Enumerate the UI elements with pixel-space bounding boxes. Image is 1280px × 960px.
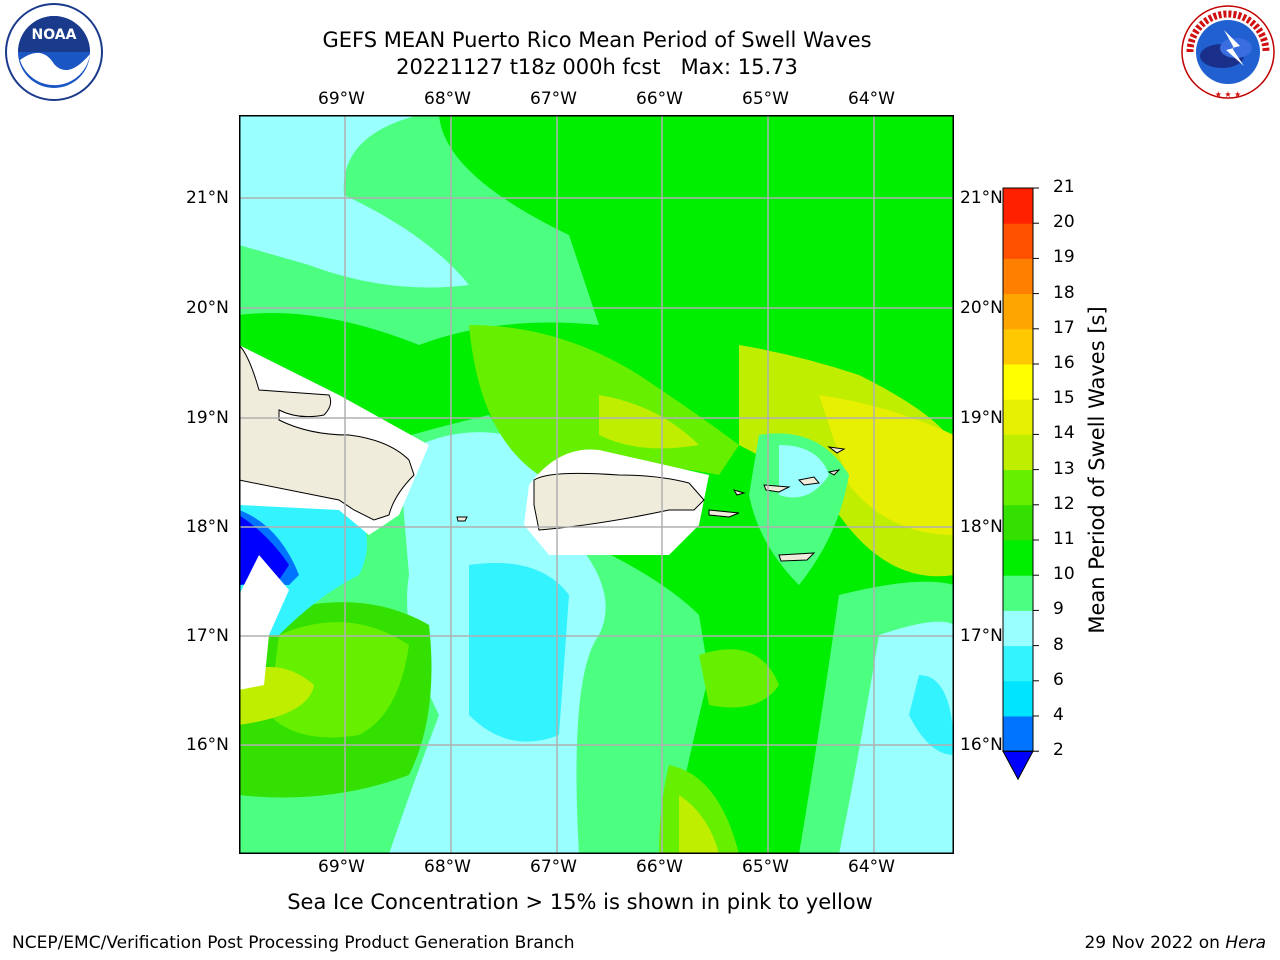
footer-date-text: 29 Nov 2022 on — [1084, 933, 1226, 953]
field-e-cyan — [779, 445, 829, 498]
lat-label-right: 19°N — [960, 408, 1003, 428]
lat-label-right: 17°N — [960, 626, 1003, 646]
land-island-vieques — [708, 509, 740, 518]
land-island-stcroix — [778, 552, 816, 562]
colorbar-band — [1003, 575, 1033, 611]
lat-label-right: 16°N — [960, 735, 1003, 755]
colorbar-tick-label: 18 — [1053, 282, 1075, 303]
lon-label-bottom: 69°W — [318, 857, 365, 877]
colorbar-under-arrow — [1002, 750, 1034, 781]
field-ne-cyan2 — [799, 115, 954, 325]
lat-label-right: 18°N — [960, 517, 1003, 537]
lat-label-left: 19°N — [186, 408, 229, 428]
colorbar-tick-label: 11 — [1053, 529, 1075, 549]
colorbar-band — [1003, 328, 1033, 365]
field-s-lime2 — [699, 649, 779, 708]
field-n-yellowgreen — [599, 395, 699, 449]
mask-southwest — [239, 555, 289, 690]
field-w-deep-blue — [239, 515, 289, 585]
lat-label-right: 21°N — [960, 188, 1003, 208]
colorbar-tick-label: 12 — [1053, 493, 1075, 514]
footer-machine: Hera — [1225, 933, 1266, 953]
map-gridlines — [239, 115, 954, 854]
colorbar-band — [1003, 469, 1033, 506]
field-south-bright-cyan — [469, 563, 569, 742]
swell-period-map — [239, 115, 954, 854]
colorbar-tick-label: 15 — [1053, 388, 1075, 409]
lon-label-top: 68°W — [424, 89, 471, 109]
colorbar-band — [1003, 540, 1033, 576]
land-island-vi2 — [797, 476, 820, 486]
nws-logo: ★ ★ ★ — [1181, 5, 1275, 99]
colorbar-label: Mean Period of Swell Waves [s] — [1085, 306, 1109, 634]
field-sw-lime — [269, 622, 409, 738]
field-nw-cyan — [239, 115, 469, 288]
svg-text:★ ★ ★: ★ ★ ★ — [1215, 90, 1242, 99]
lon-label-top: 65°W — [742, 89, 789, 109]
land-island-bvi — [827, 446, 846, 454]
lon-label-bottom: 66°W — [636, 857, 683, 877]
colorbar-tick-label: 21 — [1053, 177, 1075, 197]
colorbar-band — [1003, 399, 1033, 435]
colorbar-tick-label: 4 — [1053, 705, 1064, 725]
lon-label-top: 64°W — [848, 89, 895, 109]
lon-label-bottom: 68°W — [424, 857, 471, 877]
sea-ice-note: Sea Ice Concentration > 15% is shown in … — [287, 890, 873, 914]
colorbar-tick-label: 6 — [1053, 669, 1064, 690]
land-island-mona — [456, 516, 468, 522]
colorbar-tick-label: 19 — [1053, 247, 1075, 268]
colorbar-tick-label: 9 — [1053, 599, 1064, 620]
colorbar-tick-label: 14 — [1053, 423, 1075, 444]
land-island-anguilla — [827, 469, 841, 476]
colorbar-band — [1003, 258, 1033, 295]
colorbar-band — [1003, 364, 1033, 400]
colorbar-band — [1003, 680, 1033, 717]
colorbar-band — [1003, 645, 1033, 682]
lat-label-left: 20°N — [186, 298, 229, 318]
colorbar-band — [1003, 610, 1033, 647]
lat-label-left: 21°N — [186, 188, 229, 208]
lon-label-bottom: 64°W — [848, 857, 895, 877]
noaa-logo: NOAA — [5, 3, 103, 101]
colorbar — [1002, 187, 1039, 781]
map-title: GEFS MEAN Puerto Rico Mean Period of Swe… — [322, 28, 872, 52]
colorbar-band — [1003, 223, 1033, 259]
field-ne-yellow — [819, 395, 954, 535]
colorbar-tick-label: 17 — [1053, 317, 1075, 338]
colorbar-band — [1003, 716, 1033, 752]
colorbar-tick-label: 20 — [1053, 212, 1075, 233]
colorbar-tick-label: 8 — [1053, 634, 1064, 655]
colorbar-tick-label: 2 — [1053, 740, 1064, 761]
lon-label-top: 69°W — [318, 89, 365, 109]
colorbar-band — [1003, 188, 1033, 224]
field-s-yellow — [679, 795, 719, 854]
land-island-vi1 — [763, 484, 791, 493]
colorbar-band — [1003, 293, 1033, 330]
land-island-culebra — [732, 489, 746, 496]
colorbar-tick-label: 16 — [1053, 353, 1075, 373]
footer-branch: NCEP/EMC/Verification Post Processing Pr… — [12, 933, 575, 953]
footer-date: 29 Nov 2022 on Hera — [1084, 933, 1266, 953]
lat-label-left: 16°N — [186, 735, 229, 755]
land-hispaniola — [239, 344, 415, 521]
field-se-bright-cyan — [909, 675, 954, 755]
colorbar-band — [1003, 504, 1033, 541]
colorbar-band — [1003, 434, 1033, 471]
lat-label-left: 18°N — [186, 517, 229, 537]
lon-label-top: 67°W — [530, 89, 577, 109]
colorbar-tick-label: 10 — [1053, 564, 1075, 585]
lat-label-left: 17°N — [186, 626, 229, 646]
lon-label-top: 66°W — [636, 89, 683, 109]
lon-label-bottom: 65°W — [742, 857, 789, 877]
map-frame — [239, 115, 954, 854]
colorbar-tick-label: 13 — [1053, 458, 1075, 479]
lat-label-right: 20°N — [960, 298, 1003, 318]
noaa-logo-text: NOAA — [32, 27, 77, 43]
lon-label-bottom: 67°W — [530, 857, 577, 877]
map-subtitle-forecast: 20221127 t18z 000h fcst Max: 15.73 — [396, 55, 798, 79]
